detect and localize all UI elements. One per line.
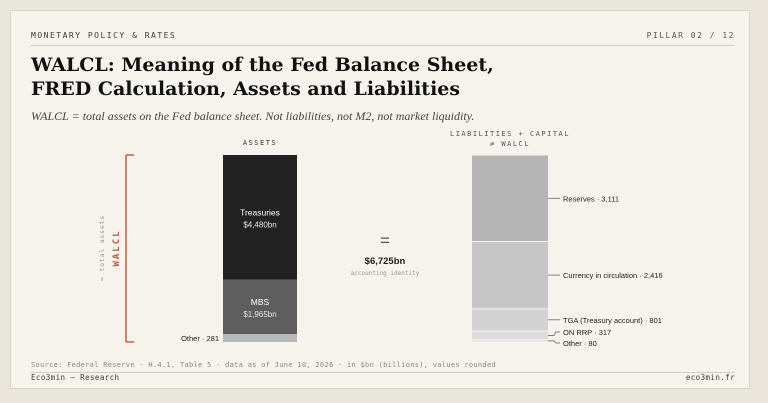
walcl-bracket (125, 154, 134, 343)
assets-header: ASSETS (243, 139, 277, 147)
brand-label: Eco3min — Research (31, 373, 120, 382)
pillar-counter: PILLAR 02 / 12 (646, 31, 735, 40)
title-line-1: WALCL: Meaning of the Fed Balance Sheet, (31, 54, 494, 76)
assets-label-treasuries: Treasuries (240, 207, 280, 217)
page-subtitle: WALCL = total assets on the Fed balance … (31, 109, 475, 123)
liab-segment-tga (472, 308, 548, 331)
total-value: $6,725bn (365, 256, 406, 267)
liab-label-onrrp: ON RRP · 317 (563, 328, 611, 337)
liab-label-tga: TGA (Treasury account) · 801 (563, 316, 662, 325)
liab-label-reserves: Reserves · 3,111 (563, 194, 619, 203)
total-caption: accounting identity (351, 270, 420, 277)
section-kicker: MONETARY POLICY & RATES (31, 31, 177, 40)
liab-segment-reserves (472, 155, 548, 242)
assets-segment-other_assets (223, 334, 297, 342)
source-note: Source: Federal Reserve - H.4.1, Table 5… (31, 361, 496, 369)
liabilities-header: LIABILITIES + CAPITAL (450, 130, 570, 138)
liab-label-other_liab: Other · 80 (563, 339, 597, 348)
top-divider (31, 45, 735, 46)
liab-segment-currency (472, 241, 548, 309)
liabilities-bar: Reserves · 3,111 Currency in circulation … (472, 154, 663, 348)
assets-value-mbs: $1,965bn (243, 310, 276, 319)
assets-segment-mbs (223, 279, 297, 335)
liab-leader-other_liab (548, 340, 560, 344)
assets-value-treasuries: $4,480bn (243, 220, 276, 229)
liab-segment-other_liab (472, 339, 548, 342)
bracket-walcl-label: WALCL (112, 229, 122, 266)
assets-segment-treasuries (223, 155, 297, 280)
assets-label-mbs: MBS (251, 297, 270, 307)
liab-leader-onrrp (548, 331, 560, 336)
assets-label-other_assets: Other · 281 (181, 334, 219, 343)
liab-label-currency: Currency in circulation · 2,416 (563, 271, 663, 280)
assets-bar: Treasuries $4,480bn MBS $1,965bn Other · 281 (181, 155, 297, 343)
balance-sheet-diagram: = total assets WALCL ASSETS LIABILITIES … (98, 130, 663, 348)
equals-sign: = (380, 231, 390, 250)
bracket-caption: = total assets (98, 215, 106, 281)
liabilities-not-walcl: ≠ WALCL (490, 140, 530, 148)
bottom-divider (31, 372, 735, 373)
site-link[interactable]: eco3min.fr (685, 373, 735, 382)
slide-card: MONETARY POLICY & RATES PILLAR 02 / 12 W… (10, 10, 750, 389)
page-title: WALCL: Meaning of the Fed Balance Sheet,… (31, 53, 551, 101)
liab-segment-onrrp (472, 330, 548, 340)
title-line-2: FRED Calculation, Assets and Liabilities (31, 78, 461, 100)
